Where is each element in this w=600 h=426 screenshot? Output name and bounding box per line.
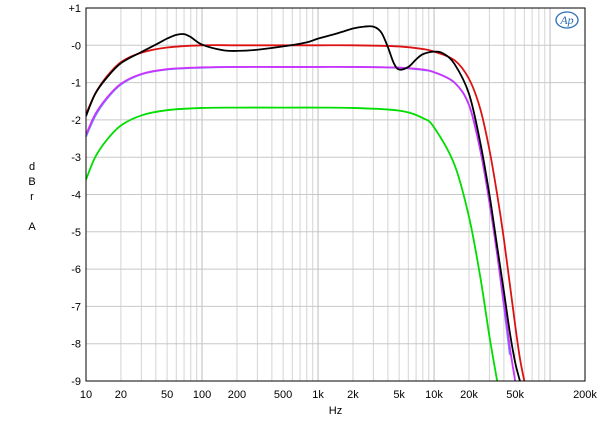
x-tick-label: 100 bbox=[193, 389, 211, 401]
series-line-4 bbox=[86, 25, 521, 381]
series-line-0 bbox=[86, 106, 499, 381]
x-tick-label: 20k bbox=[460, 389, 478, 401]
series-line-2 bbox=[86, 65, 517, 381]
ap-logo-text: Ap bbox=[559, 13, 573, 27]
y-tick-label: -0 bbox=[71, 40, 81, 52]
x-tick-label: 50k bbox=[506, 389, 524, 401]
x-tick-labels: 10 20 50 100 200 500 1k 2k 5k 10k 20k 50k 200k bbox=[80, 389, 598, 401]
y-tick-labels: +1 -0 -1 -2 -3 -4 -5 -6 -7 -8 -9 bbox=[68, 3, 81, 388]
y-tick-label: -7 bbox=[71, 301, 81, 313]
y-tick-label: -1 bbox=[71, 78, 81, 90]
y-axis-label-char: A bbox=[28, 221, 36, 233]
y-axis-label-char: B bbox=[28, 176, 35, 188]
y-tick-label: +1 bbox=[68, 3, 81, 15]
y-tick-label: -5 bbox=[71, 227, 81, 239]
y-axis-label-char: r bbox=[30, 191, 34, 203]
x-tick-label: 2k bbox=[347, 389, 359, 401]
x-tick-label: 10k bbox=[425, 389, 443, 401]
x-tick-label: 5k bbox=[393, 389, 405, 401]
x-tick-label: 20 bbox=[115, 389, 127, 401]
x-tick-label: 500 bbox=[274, 389, 292, 401]
y-tick-label: -6 bbox=[71, 264, 81, 276]
x-tick-label: 200 bbox=[228, 389, 246, 401]
series-group bbox=[86, 25, 526, 381]
y-tick-label: -4 bbox=[71, 190, 81, 202]
x-axis-label: Hz bbox=[329, 405, 342, 417]
ap-logo-ring bbox=[555, 11, 579, 29]
plot-frame bbox=[85, 7, 586, 382]
x-tick-label: 1k bbox=[312, 389, 324, 401]
x-tick-label: 200k bbox=[573, 389, 597, 401]
y-axis-label-char: d bbox=[29, 161, 35, 173]
y-tick-label: -8 bbox=[71, 339, 81, 351]
y-tick-label: -3 bbox=[71, 152, 81, 164]
x-tick-label: 50 bbox=[161, 389, 173, 401]
x-tick-label: 10 bbox=[80, 389, 92, 401]
y-tick-label: -2 bbox=[71, 115, 81, 127]
ap-logo: Ap bbox=[555, 11, 579, 29]
y-tick-label: -9 bbox=[71, 376, 81, 388]
y-axis-label: dBr A bbox=[28, 161, 36, 233]
